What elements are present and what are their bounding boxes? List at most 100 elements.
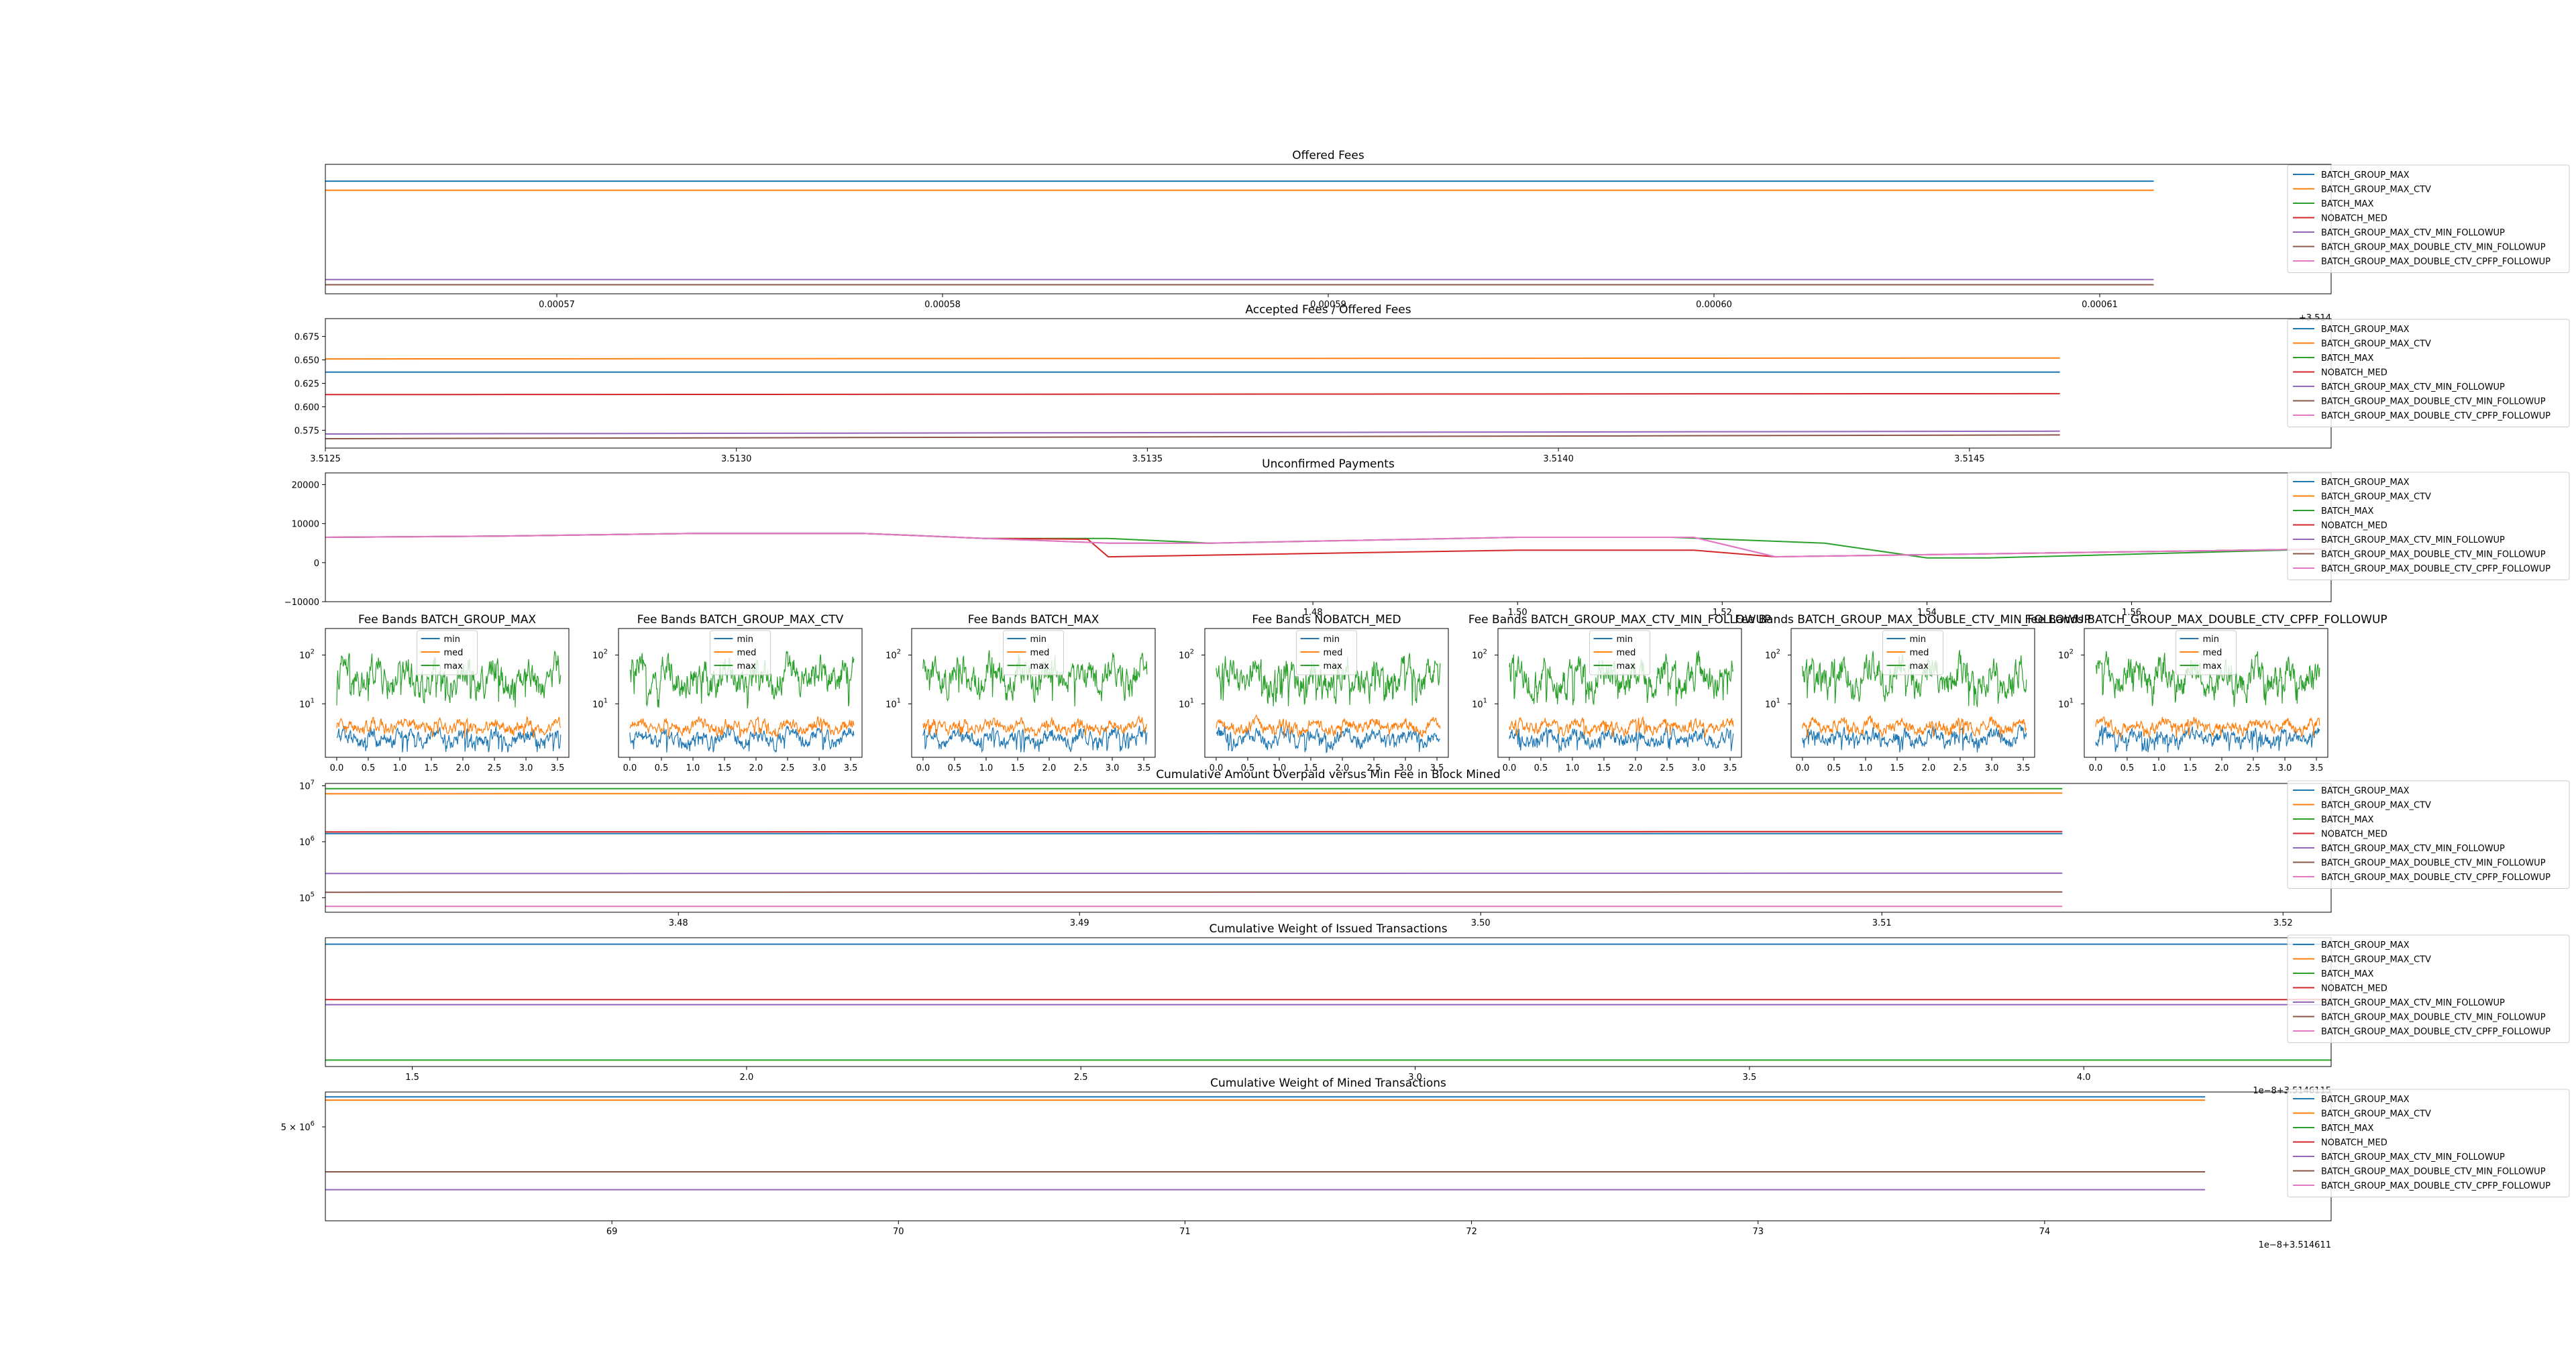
axes-issued: Cumulative Weight of Issued Transactions… xyxy=(325,922,2570,1096)
axes-fb4: Fee Bands NOBATCH_MED 0.0 0.5 1.0 1.5 2.0 2.5 3… xyxy=(1179,613,1449,773)
y-tick-label: 105 xyxy=(299,891,315,904)
legend-box xyxy=(2287,164,2570,273)
chart-title: Accepted Fees / Offered Fees xyxy=(1245,303,1411,317)
axes-fb7: Fee Bands BATCH_GROUP_MAX_DOUBLE_CTV_CPF… xyxy=(2025,613,2387,773)
legend-entry: min xyxy=(1910,635,1927,645)
series-group xyxy=(325,943,2331,1061)
series-group xyxy=(1509,650,1734,753)
legend-entry: BATCH_MAX xyxy=(2321,1124,2373,1134)
legend-entry: NOBATCH_MED xyxy=(2321,1138,2387,1148)
y-tick-label-base: 10 xyxy=(885,700,897,710)
y-tick-label-exponent: 2 xyxy=(2070,649,2074,656)
x-tick-label: 2.0 xyxy=(1042,763,1057,773)
legend-entry: BATCH_GROUP_MAX xyxy=(2321,170,2410,180)
x-tick-label: 1.0 xyxy=(393,763,407,773)
x-tick-label: 1.5 xyxy=(405,1073,419,1083)
x-tick-label: 3.0 xyxy=(1106,763,1120,773)
x-tick-label: 3.5 xyxy=(2310,763,2324,773)
series-line-batch-group-max-double-ctv-cpfp-followup xyxy=(325,533,2326,558)
legend-entry: BATCH_GROUP_MAX_DOUBLE_CTV_MIN_FOLLOWUP xyxy=(2321,243,2546,253)
chart-title: Fee Bands BATCH_GROUP_MAX_DOUBLE_CTV_MIN… xyxy=(1735,613,2091,626)
x-tick-label: 0.00059 xyxy=(1310,300,1346,310)
x-tick-label: 1.0 xyxy=(979,763,994,773)
axes-fb2: Fee Bands BATCH_GROUP_MAX_CTV 0.0 0.5 1.0 1.… xyxy=(592,613,863,773)
series-line-min xyxy=(1216,725,1440,753)
legend-box xyxy=(710,630,771,675)
x-tick-label: 1.0 xyxy=(1859,763,1873,773)
y-tick-label-exponent: 1 xyxy=(1190,697,1194,704)
axes-fb6: Fee Bands BATCH_GROUP_MAX_DOUBLE_CTV_MIN… xyxy=(1735,613,2091,773)
x-tick-label: 1.5 xyxy=(718,763,732,773)
x-tick-label: 3.5130 xyxy=(721,454,752,464)
x-tick-label: 3.48 xyxy=(669,918,688,928)
x-tick-label: 0.0 xyxy=(1210,763,1224,773)
y-tick-label-base: 10 xyxy=(299,781,311,792)
y-tick-label-exponent: 1 xyxy=(1483,697,1487,704)
series-group xyxy=(325,533,2326,559)
x-tick-label: 69 xyxy=(606,1227,618,1237)
series-group xyxy=(325,357,2060,439)
series-line-min xyxy=(922,725,1148,753)
series-line-min xyxy=(629,724,855,753)
legend-box xyxy=(2287,934,2570,1043)
legend-box xyxy=(2287,1089,2570,1197)
legend-entry: max xyxy=(1910,661,1929,671)
legend-entry: BATCH_GROUP_MAX_CTV_MIN_FOLLOWUP xyxy=(2321,998,2505,1008)
series-line-batch-group-max-double-ctv-min-followup xyxy=(325,434,2060,439)
x-tick-label: 2.0 xyxy=(740,1073,754,1083)
axes-frame xyxy=(1790,628,2035,758)
x-tick-label: 0.0 xyxy=(1796,763,1810,773)
x-tick-label: 3.0 xyxy=(1985,763,1999,773)
series-group xyxy=(629,651,855,753)
axes-accepted: Accepted Fees / Offered Fees 3.5125 3.5130… xyxy=(294,303,2570,464)
chart-title: Fee Bands BATCH_GROUP_MAX xyxy=(358,613,536,626)
y-tick-label-exponent: 2 xyxy=(1776,649,1780,656)
x-tick-label: 2.5 xyxy=(1367,763,1381,773)
axes-frame xyxy=(2084,628,2328,758)
y-tick-label: 0.675 xyxy=(294,333,319,343)
x-tick-label: 1.0 xyxy=(2152,763,2166,773)
y-tick-label: 101 xyxy=(885,697,901,710)
legend-box xyxy=(1882,630,1943,675)
x-tick-label: 1.54 xyxy=(1917,608,1937,618)
x-tick-label: 3.5125 xyxy=(310,454,341,464)
y-tick-label-base: 10 xyxy=(2058,651,2070,661)
x-tick-label: 2.0 xyxy=(1922,763,1936,773)
legend: BATCH_GROUP_MAX BATCH_GROUP_MAX_CTV BATCH_… xyxy=(2287,780,2570,889)
y-tick-label: 101 xyxy=(299,697,315,710)
x-tick-label: 1.48 xyxy=(1303,608,1323,618)
y-tick-label: 102 xyxy=(299,649,315,661)
series-line-med xyxy=(336,715,561,739)
y-tick-label: 102 xyxy=(885,649,901,661)
legend-entry: max xyxy=(1324,661,1343,671)
legend-entry: med xyxy=(737,648,757,658)
axes-frame xyxy=(1497,628,1742,758)
x-tick-label: 2.0 xyxy=(1629,763,1643,773)
y-tick-label-base: 10 xyxy=(299,893,311,904)
legend: BATCH_GROUP_MAX BATCH_GROUP_MAX_CTV BATCH_… xyxy=(2287,164,2570,273)
legend-entry: BATCH_GROUP_MAX_CTV xyxy=(2321,339,2431,349)
legend-entry: BATCH_GROUP_MAX_CTV xyxy=(2321,492,2431,502)
x-tick-label: 0.5 xyxy=(1827,763,1841,773)
y-tick-label: 101 xyxy=(1179,697,1194,710)
y-tick-label-base: 5 × 10 xyxy=(281,1123,311,1133)
y-tick-label-exponent: 2 xyxy=(1190,649,1194,656)
legend-entry: min xyxy=(444,635,461,645)
x-tick-label: 2.5 xyxy=(488,763,502,773)
axes-offered: Offered Fees 0.00057 0.00058 0.00059 0.00060… xyxy=(325,149,2570,323)
y-tick-label-exponent: 2 xyxy=(311,649,315,656)
y-tick-label-exponent: 1 xyxy=(2070,697,2074,704)
legend-entry: BATCH_GROUP_MAX_DOUBLE_CTV_MIN_FOLLOWUP xyxy=(2321,550,2546,560)
x-tick-label: 3.49 xyxy=(1070,918,1089,928)
series-line-max xyxy=(336,651,561,708)
series-group xyxy=(336,651,561,753)
legend-box xyxy=(1589,630,1650,675)
series-group xyxy=(922,650,1148,753)
legend-entry: BATCH_GROUP_MAX_DOUBLE_CTV_CPFP_FOLLOWUP xyxy=(2321,411,2551,421)
legend-entry: min xyxy=(1030,635,1047,645)
legend-entry: BATCH_MAX xyxy=(2321,506,2373,516)
legend: min med max xyxy=(1589,630,1650,675)
y-tick-label-base: 10 xyxy=(299,700,311,710)
y-tick-label-exponent: 2 xyxy=(897,649,901,656)
legend-entry: max xyxy=(2203,661,2222,671)
